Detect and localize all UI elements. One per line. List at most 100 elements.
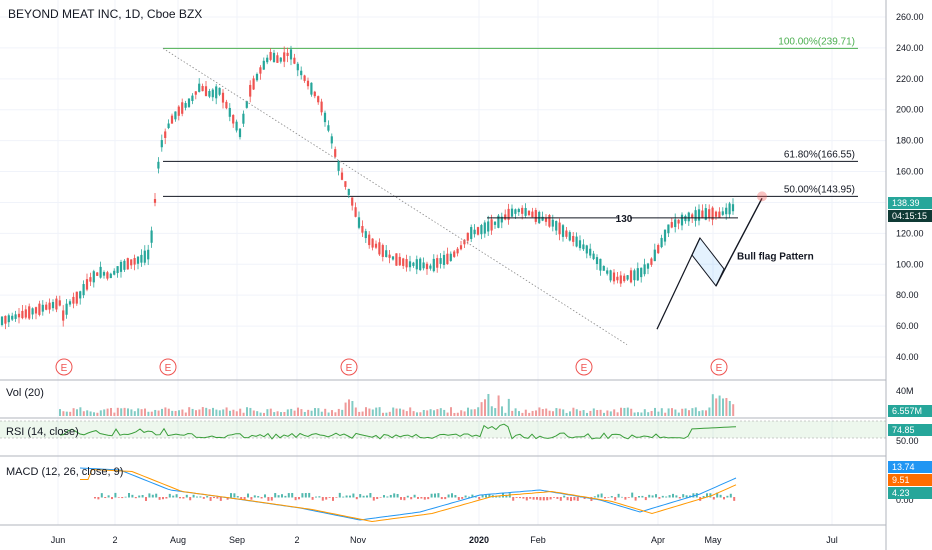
macd-histogram-bar	[498, 496, 501, 498]
macd-histogram-bar	[349, 495, 351, 498]
macd-histogram-bar	[461, 497, 464, 499]
candle-body	[62, 310, 65, 321]
candle-body	[439, 258, 442, 264]
volume-bar	[490, 406, 493, 416]
macd-histogram-bar	[573, 497, 576, 501]
candle-body	[534, 210, 537, 222]
candle-body	[136, 256, 140, 264]
macd-histogram-bar	[301, 493, 304, 498]
macd-histogram-bar	[692, 493, 695, 498]
volume-bar	[266, 409, 269, 416]
volume-bar	[671, 408, 673, 416]
candle-body	[99, 266, 102, 278]
candle-body	[45, 304, 48, 310]
x-tick-label: Apr	[651, 535, 665, 545]
volume-bar	[399, 408, 401, 416]
volume-bar	[460, 410, 463, 416]
volume-bar	[538, 407, 541, 416]
macd-histogram-bar	[216, 497, 219, 499]
volume-bar	[307, 409, 310, 416]
candle-body	[646, 263, 650, 269]
macd-histogram-bar	[151, 494, 154, 498]
volume-bar	[239, 408, 242, 416]
volume-bar	[358, 411, 361, 416]
candle-body	[218, 87, 221, 95]
volume-bar	[463, 411, 466, 416]
macd-histogram-bar	[168, 493, 171, 498]
volume-bar	[718, 395, 721, 416]
volume-bar	[127, 408, 129, 416]
macd-histogram-bar	[627, 497, 630, 498]
candle-body	[221, 92, 225, 103]
price-axis[interactable]: 40.0060.0080.00100.00120.00140.00160.001…	[896, 12, 924, 362]
volume-bar	[654, 407, 656, 416]
macd-histogram-bar	[515, 497, 518, 498]
volume-bar	[633, 412, 636, 416]
volume-bar	[222, 409, 225, 416]
volume-bar	[467, 407, 469, 416]
volume-bar	[701, 410, 704, 416]
volume-bar	[324, 408, 327, 416]
macd-pane: 0.00	[79, 467, 914, 523]
volume-bar	[569, 411, 571, 416]
earnings-marker-label: E	[165, 363, 172, 374]
macd-histogram-bar	[556, 497, 559, 499]
volume-bar	[599, 409, 602, 416]
candle-body	[714, 211, 718, 217]
rsi-line	[59, 423, 737, 440]
level-130-label: 130	[616, 214, 633, 225]
candle-body	[170, 115, 174, 124]
volume-bar	[252, 410, 255, 416]
candle-body	[334, 149, 337, 157]
macd-histogram-bar	[457, 497, 460, 500]
candle-body	[473, 229, 476, 235]
macd-histogram-bar	[723, 497, 725, 500]
macd-histogram-bar	[604, 497, 606, 499]
candle-body	[385, 250, 388, 257]
rsi-band	[0, 421, 886, 438]
macd-histogram-bar	[539, 497, 542, 501]
time-axis[interactable]: Jun 2 Aug Sep 2 Nov 2020 Feb Apr May Jul	[51, 535, 838, 545]
x-tick-label: May	[704, 535, 722, 545]
volume-bar	[144, 408, 146, 416]
volume-bars: 40M	[59, 386, 914, 416]
candle-body	[51, 302, 55, 309]
volume-bar	[609, 411, 612, 416]
macd-histogram-bar	[342, 496, 345, 498]
macd-histogram-bar	[352, 493, 355, 498]
volume-bar	[218, 410, 221, 416]
macd-histogram-bar	[199, 496, 202, 498]
macd-histogram-bar	[709, 493, 712, 498]
volume-bar	[154, 409, 157, 416]
candle-body	[691, 214, 694, 218]
candle-body	[259, 67, 262, 74]
volume-bar	[137, 408, 140, 416]
volume-bar	[161, 408, 163, 416]
volume-bar	[263, 412, 265, 416]
candle-body	[480, 225, 483, 235]
candle-body	[160, 140, 163, 148]
volume-bar	[89, 411, 92, 416]
x-tick-label: Feb	[530, 535, 546, 545]
volume-tick: 40M	[896, 386, 914, 396]
candle-body	[235, 121, 238, 131]
volume-bar	[582, 410, 585, 416]
candle-body	[119, 261, 123, 272]
macd-histogram-bar	[325, 497, 328, 500]
volume-bar	[130, 409, 133, 416]
volume-bar	[694, 407, 697, 416]
candle-body	[317, 96, 320, 103]
candle-body	[599, 258, 602, 271]
volume-bar	[167, 408, 170, 416]
macd-histogram-bar	[104, 497, 107, 499]
volume-bar	[664, 412, 667, 416]
candle-body	[357, 217, 361, 228]
volume-bar	[579, 410, 582, 416]
volume-bar	[365, 407, 367, 416]
volume-bar	[416, 412, 418, 416]
volume-bar	[113, 412, 116, 416]
volume-bar	[96, 412, 99, 416]
volume-bar	[331, 410, 333, 416]
